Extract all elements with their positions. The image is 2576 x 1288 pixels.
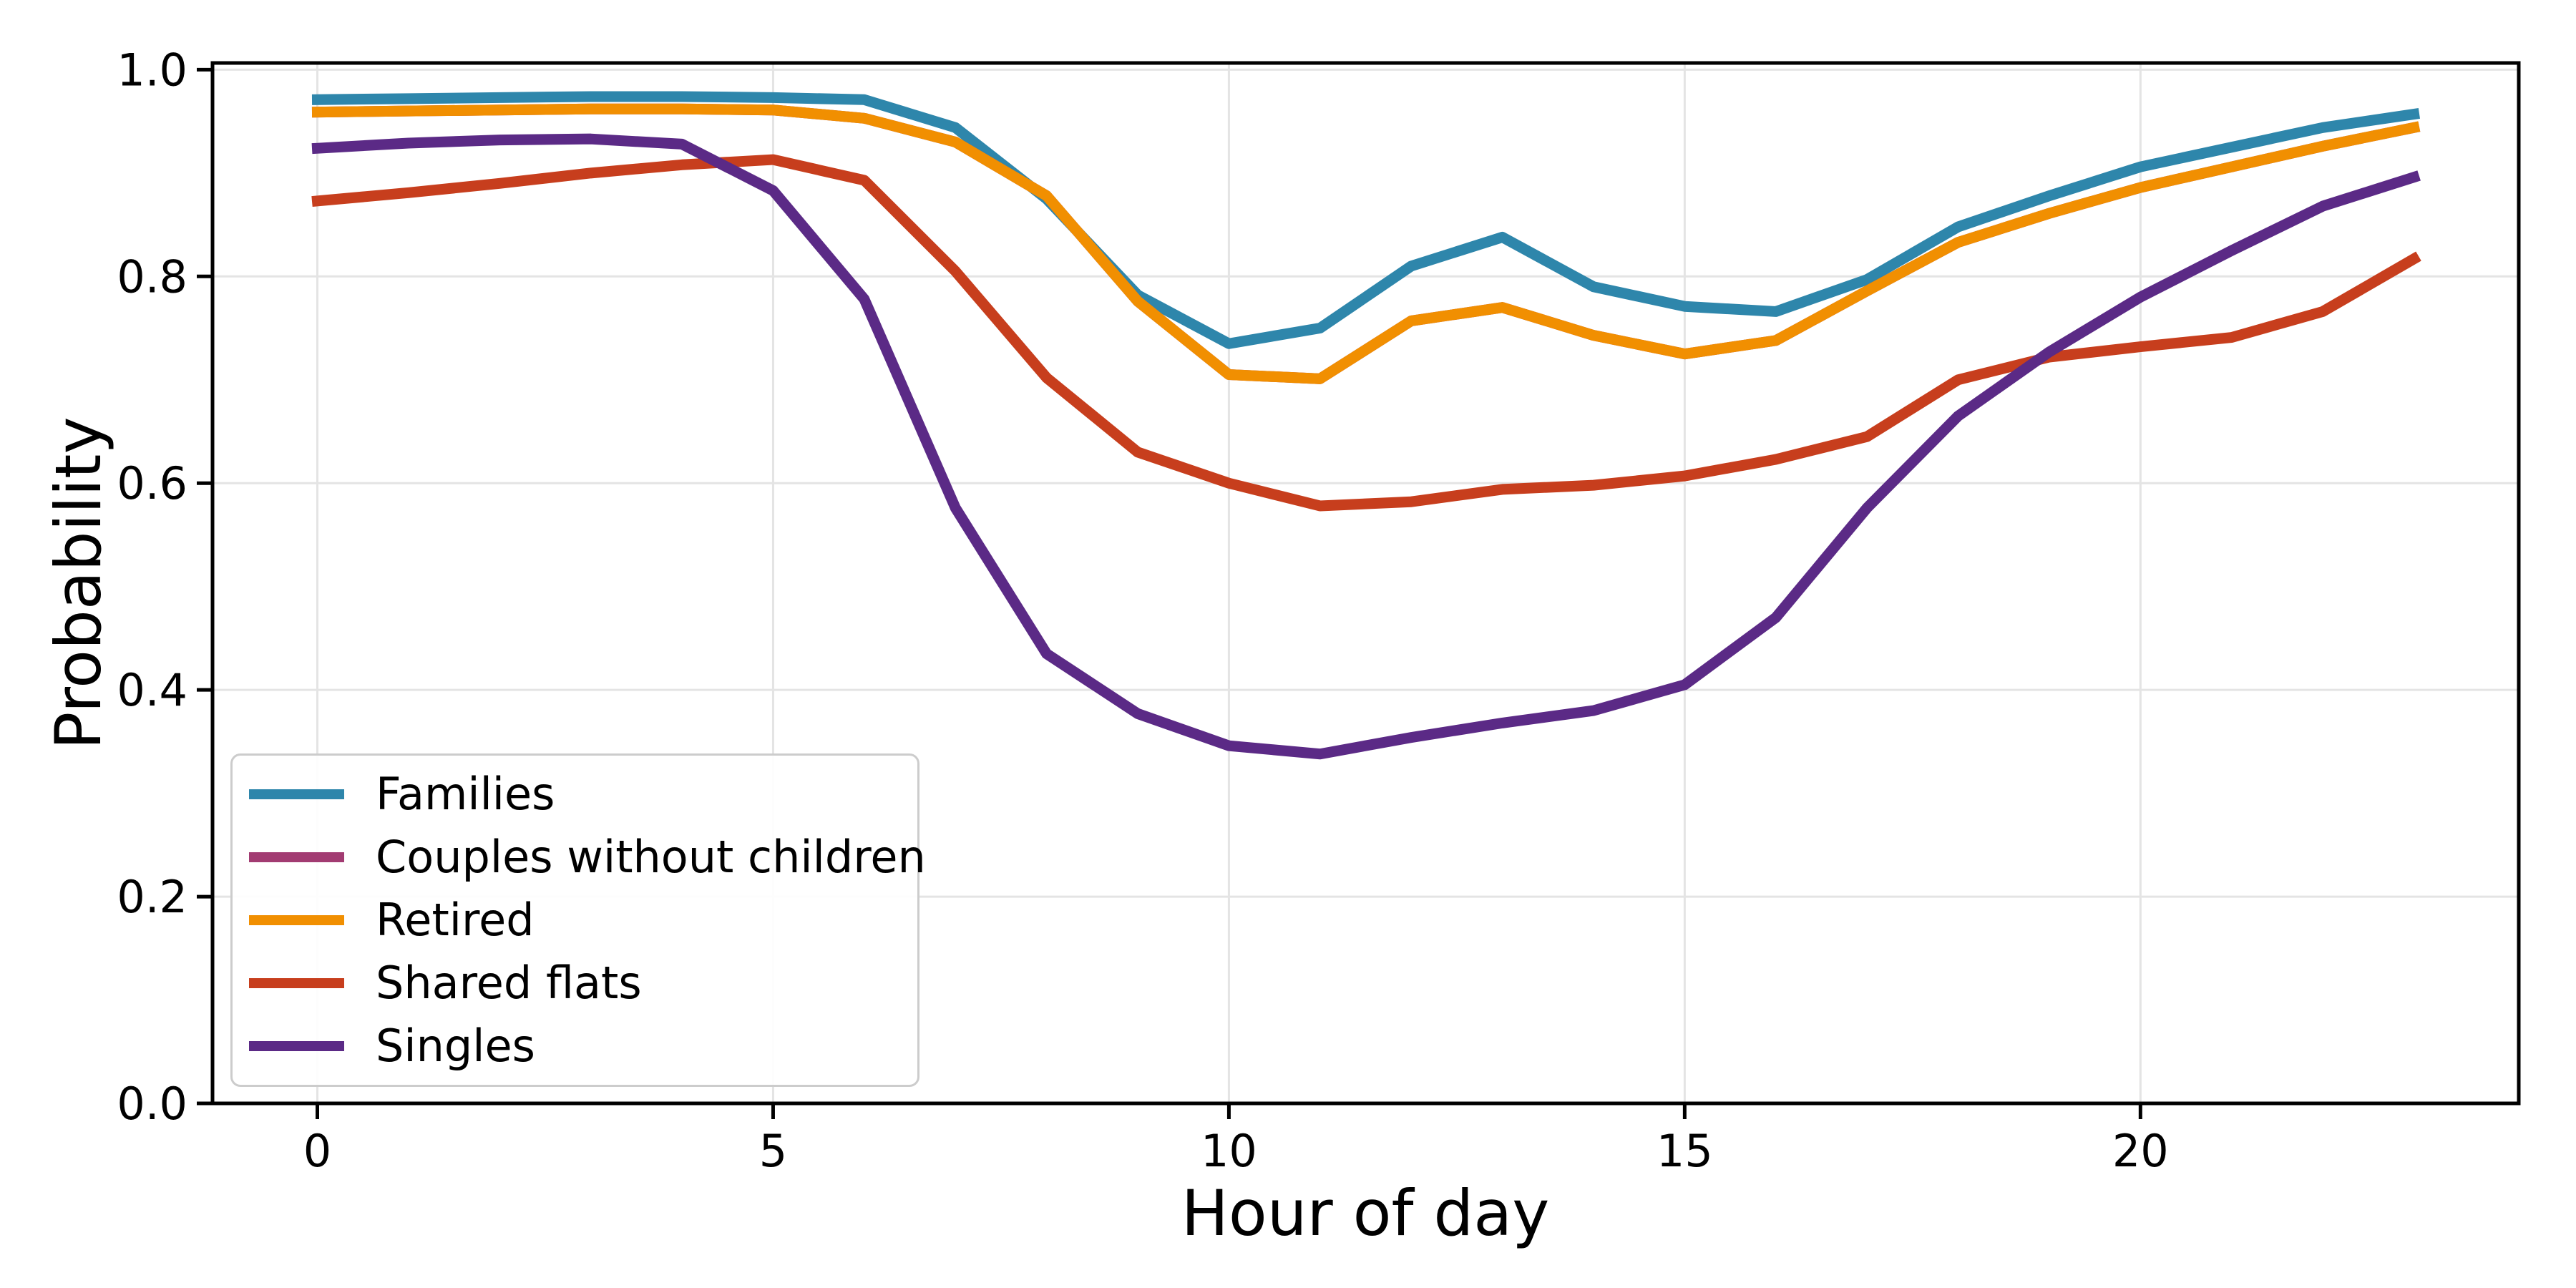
x-tick-label: 10 [1201,1125,1257,1177]
y-tick-label: 0.0 [117,1078,187,1130]
series-line-families [311,91,2421,349]
x-tick-label: 5 [759,1125,787,1177]
legend-item: Families [249,772,903,816]
axes-frame [210,61,2521,1106]
series-line-couples-without-children [311,103,2421,384]
legend-line-swatch [249,852,344,862]
legend-label: Singles [376,1020,535,1072]
legend-line-swatch [249,978,344,988]
series-line-shared-flats [311,154,2421,512]
y-tick-label: 0.6 [117,457,187,509]
legend-line-swatch [249,915,344,925]
legend-label: Couples without children [376,831,926,883]
legend-item: Shared flats [249,961,903,1005]
y-tick-label: 0.8 [117,250,187,303]
legend-item: Couples without children [249,835,926,879]
legend-label: Retired [376,894,535,946]
y-tick-label: 0.4 [117,664,187,716]
x-axis-label: Hour of day [1181,1176,1550,1250]
series-line-retired [311,103,2421,384]
legend-line-swatch [249,1041,344,1051]
legend: Families Couples without children Retired S… [230,753,926,1087]
series-line-singles [311,133,2421,760]
plot-frame [210,61,2521,1106]
legend-line-swatch [249,789,344,799]
legend-label: Shared flats [376,957,642,1009]
tick-labels: 0 5 10 15 20 0.0 0.2 0.4 0.6 0.8 1.0 [117,44,2168,1177]
x-tick-label: 20 [2112,1125,2169,1177]
legend-label: Families [376,768,555,820]
y-tick-label: 1.0 [117,44,187,96]
x-tick-label: 0 [303,1125,331,1177]
data-series [311,91,2421,760]
legend-item: Singles [249,1024,903,1068]
y-tick-label: 0.2 [117,871,187,923]
y-axis-label: Probability [42,416,115,749]
tick-marks [197,67,2142,1119]
legend-item: Retired [249,898,903,942]
x-tick-label: 15 [1657,1125,1713,1177]
